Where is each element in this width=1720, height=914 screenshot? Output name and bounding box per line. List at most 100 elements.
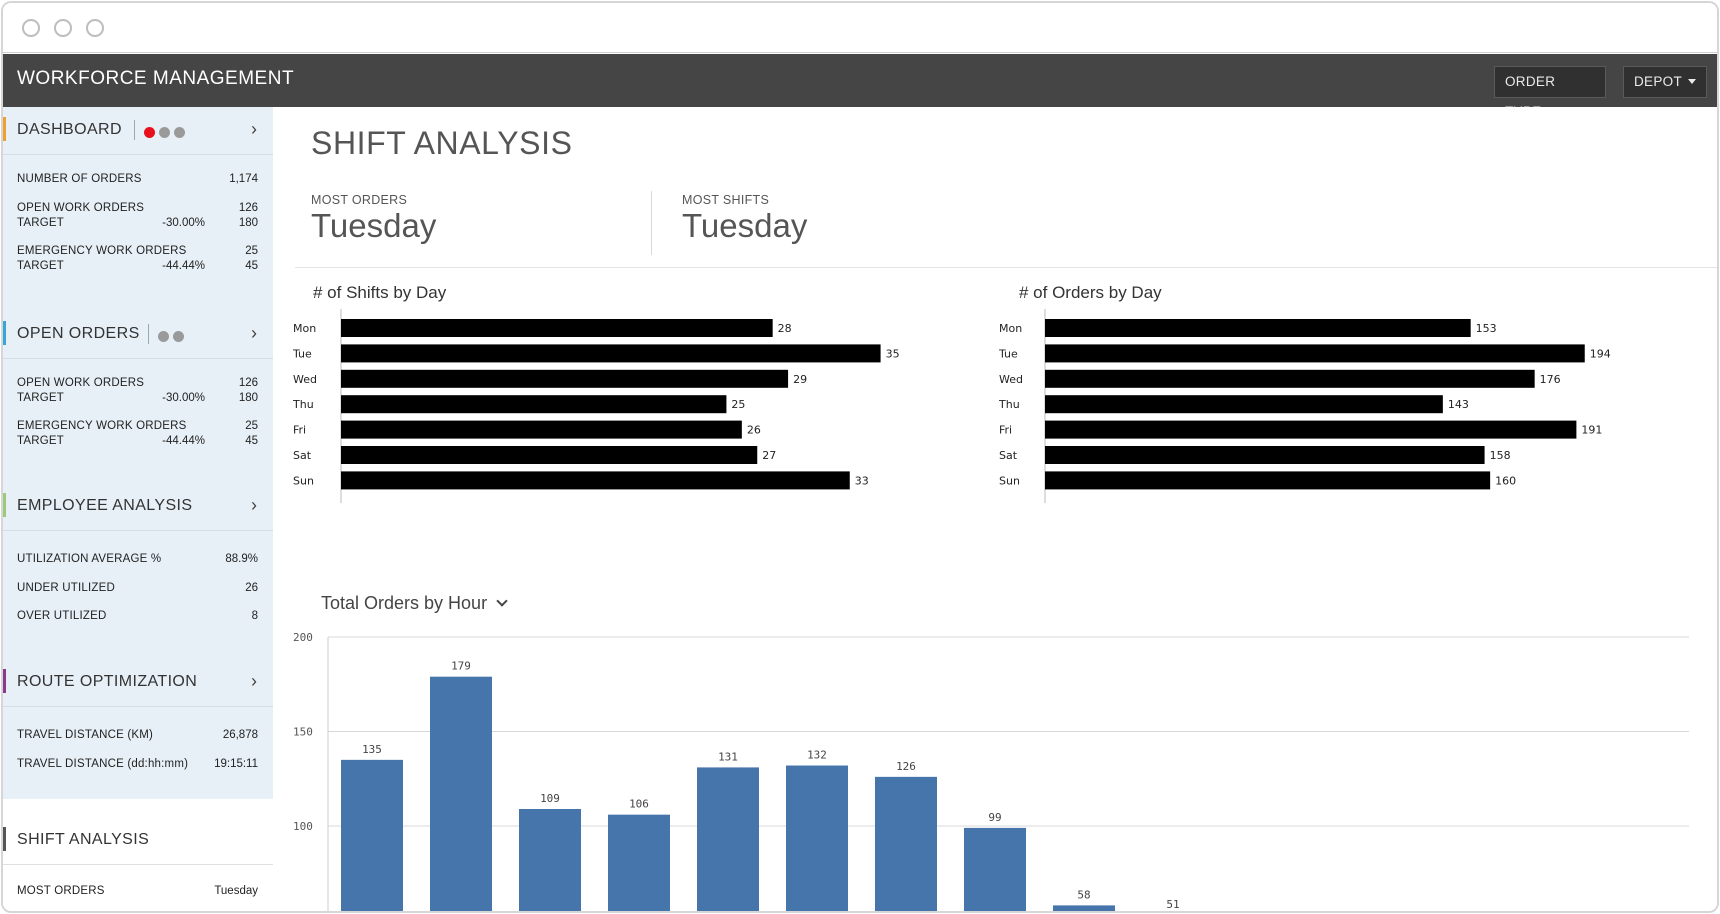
app-header: WORKFORCE MANAGEMENT ORDER TYPE DEPOT xyxy=(3,54,1717,119)
orders-by-day-chart: Mon 153 Tue 194 Wed 176 Thu 143 Fri 191 Sat 158 Sun 1… xyxy=(999,309,1611,503)
sidebar-item-label: SHIFT ANALYSIS xyxy=(17,831,150,848)
metric-label: OPEN WORK ORDERS xyxy=(17,202,145,214)
data-label: 143 xyxy=(1448,398,1469,411)
data-label: 126 xyxy=(896,760,916,773)
status-dot-grey xyxy=(174,127,185,138)
sidebar-item-open-orders[interactable]: OPEN ORDERS › xyxy=(3,311,273,359)
metric-label: NUMBER OF ORDERS xyxy=(17,173,142,185)
bar xyxy=(341,319,773,337)
y-tick-label: 200 xyxy=(293,631,313,644)
page-title: SHIFT ANALYSIS xyxy=(311,125,573,161)
metric-value: 45 xyxy=(245,260,258,272)
category-label: Mon xyxy=(999,322,1022,335)
category-label: Tue xyxy=(999,347,1018,360)
category-label: Thu xyxy=(999,398,1020,411)
metric-value: 45 xyxy=(245,435,258,447)
depot-dropdown[interactable]: DEPOT xyxy=(1623,66,1707,98)
data-label: 99 xyxy=(988,811,1001,824)
divider xyxy=(148,324,149,344)
sidebar-item-dashboard[interactable]: DASHBOARD › xyxy=(3,107,273,155)
depot-label: DEPOT xyxy=(1634,74,1683,89)
open-orders-accent xyxy=(3,321,6,345)
sidebar-item-label: EMPLOYEE ANALYSIS xyxy=(17,497,193,514)
bar xyxy=(1045,319,1471,337)
bar xyxy=(519,808,581,911)
metric-label: TARGET xyxy=(17,260,64,272)
sidebar-item-label: ROUTE OPTIMIZATION xyxy=(17,673,198,690)
bar xyxy=(1053,905,1115,911)
category-label: Mon xyxy=(293,322,316,335)
metric-value: 26 xyxy=(245,582,258,594)
metric-percent: -44.44% xyxy=(162,435,205,447)
sidebar-item-employee-analysis[interactable]: EMPLOYEE ANALYSIS › xyxy=(3,483,273,531)
caret-down-icon xyxy=(1688,79,1697,84)
bar xyxy=(608,814,670,911)
shifts-by-day-chart: Mon 28 Tue 35 Wed 29 Thu 25 Fri 26 Sat 27 Sun 33 xyxy=(293,309,900,503)
order-type-dropdown[interactable]: ORDER TYPE xyxy=(1494,66,1606,119)
employee-analysis-metrics: UTILIZATION AVERAGE % 88.9% UNDER UTILIZ… xyxy=(3,531,273,659)
metric-label: OPEN WORK ORDERS xyxy=(17,377,145,389)
shifts-chart-title: # of Shifts by Day xyxy=(313,283,447,302)
orders-chart-title: # of Orders by Day xyxy=(1019,283,1162,302)
route-optimization-accent xyxy=(3,669,6,693)
data-label: 158 xyxy=(1490,449,1511,462)
category-label: Thu xyxy=(293,398,314,411)
window-close-button[interactable] xyxy=(22,19,40,37)
metric-value: 25 xyxy=(245,420,258,432)
data-label: 109 xyxy=(540,792,560,805)
main-content: SHIFT ANALYSIS MOST ORDERS Tuesday MOST … xyxy=(273,107,1717,911)
app-title: WORKFORCE MANAGEMENT xyxy=(17,68,295,89)
bar xyxy=(341,369,789,388)
metric-label: MOST ORDERS xyxy=(17,885,105,897)
bar xyxy=(1045,344,1585,363)
metric-label: EMERGENCY WORK ORDERS xyxy=(17,420,187,432)
bar xyxy=(341,446,758,464)
hour-chart-title: Total Orders by Hour xyxy=(321,593,488,613)
metric-label: UNDER UTILIZED xyxy=(17,582,116,594)
metric-percent: -44.44% xyxy=(162,260,205,272)
dashboard-metrics: NUMBER OF ORDERS 1,174 OPEN WORK ORDERS … xyxy=(3,155,273,311)
metric-label: TARGET xyxy=(17,392,64,404)
metric-label: UTILIZATION AVERAGE % xyxy=(17,553,162,565)
metric-label: OVER UTILIZED xyxy=(17,610,107,622)
metric-value: 1,174 xyxy=(229,173,258,185)
category-label: Sun xyxy=(999,474,1020,487)
data-label: 131 xyxy=(718,750,738,763)
status-dot-grey xyxy=(158,331,169,342)
category-label: Sun xyxy=(293,474,314,487)
bar xyxy=(1045,446,1485,464)
bar xyxy=(341,471,850,490)
category-label: Wed xyxy=(293,373,317,386)
status-dot-grey xyxy=(159,127,170,138)
orders-by-hour-chart: 20015010050135179109106131132126995851 xyxy=(293,631,1689,911)
data-label: 160 xyxy=(1495,474,1516,487)
dashboard-accent xyxy=(3,117,6,141)
data-label: 35 xyxy=(886,347,900,360)
metric-percent: -30.00% xyxy=(162,217,205,229)
window-minimize-button[interactable] xyxy=(54,19,72,37)
data-label: 58 xyxy=(1077,888,1090,901)
bar xyxy=(697,767,759,911)
data-label: 135 xyxy=(362,743,382,756)
data-label: 194 xyxy=(1590,347,1611,360)
kpi-divider xyxy=(651,191,652,255)
bar xyxy=(430,676,492,911)
chevron-right-icon: › xyxy=(251,323,257,343)
kpi-label: MOST SHIFTS xyxy=(682,193,770,207)
data-label: 132 xyxy=(807,749,827,762)
bar xyxy=(341,759,403,911)
metric-value: 180 xyxy=(238,217,258,229)
metric-value: 8 xyxy=(251,610,258,622)
window-titlebar xyxy=(3,3,1717,53)
bar xyxy=(875,776,937,911)
category-label: Fri xyxy=(999,424,1012,437)
chevron-down-icon xyxy=(496,595,508,607)
chevron-right-icon: › xyxy=(251,671,257,691)
hour-chart-title-dropdown[interactable]: Total Orders by Hour xyxy=(321,593,508,614)
data-label: 26 xyxy=(747,424,761,437)
sidebar-item-route-optimization[interactable]: ROUTE OPTIMIZATION › xyxy=(3,659,273,707)
metric-label: EMERGENCY WORK ORDERS xyxy=(17,245,187,257)
sidebar-item-shift-analysis[interactable]: SHIFT ANALYSIS xyxy=(3,813,273,865)
window-maximize-button[interactable] xyxy=(86,19,104,37)
section-divider xyxy=(295,267,1717,268)
